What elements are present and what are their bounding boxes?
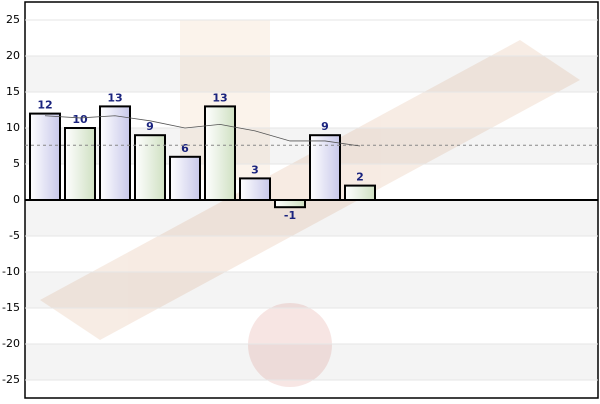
value-label: 6 <box>181 142 189 155</box>
value-label: 9 <box>321 120 329 133</box>
grid-band <box>25 56 598 92</box>
y-tick-label: -20 <box>2 337 20 350</box>
value-label: -1 <box>284 209 296 222</box>
bar <box>274 199 306 209</box>
value-label: 9 <box>146 120 154 133</box>
grid-band <box>25 200 598 236</box>
bar <box>344 184 376 202</box>
bar <box>204 105 236 201</box>
y-tick-label: 15 <box>6 85 20 98</box>
y-tick-label: -10 <box>2 265 20 278</box>
value-label: 12 <box>37 99 52 112</box>
y-tick-label: 5 <box>13 157 20 170</box>
y-tick-label: 10 <box>6 121 20 134</box>
y-tick-label: -25 <box>2 373 20 386</box>
bar <box>64 127 96 201</box>
value-label: 10 <box>72 113 88 126</box>
y-tick-label: 0 <box>13 193 20 206</box>
bar <box>169 155 201 202</box>
grid-band <box>25 344 598 380</box>
grid-band <box>25 272 598 308</box>
y-tick-label: -15 <box>2 301 20 314</box>
value-label: 13 <box>107 91 122 104</box>
y-tick-label: 25 <box>6 13 20 26</box>
bar <box>99 105 131 201</box>
value-label: 13 <box>212 91 227 104</box>
value-label: 2 <box>356 171 364 184</box>
value-label: 3 <box>251 163 259 176</box>
y-tick-label: 20 <box>6 49 20 62</box>
trend-line <box>44 115 361 147</box>
bar <box>239 177 271 201</box>
bar <box>29 112 61 201</box>
y-tick-label: -5 <box>9 229 20 242</box>
bar <box>134 134 166 201</box>
